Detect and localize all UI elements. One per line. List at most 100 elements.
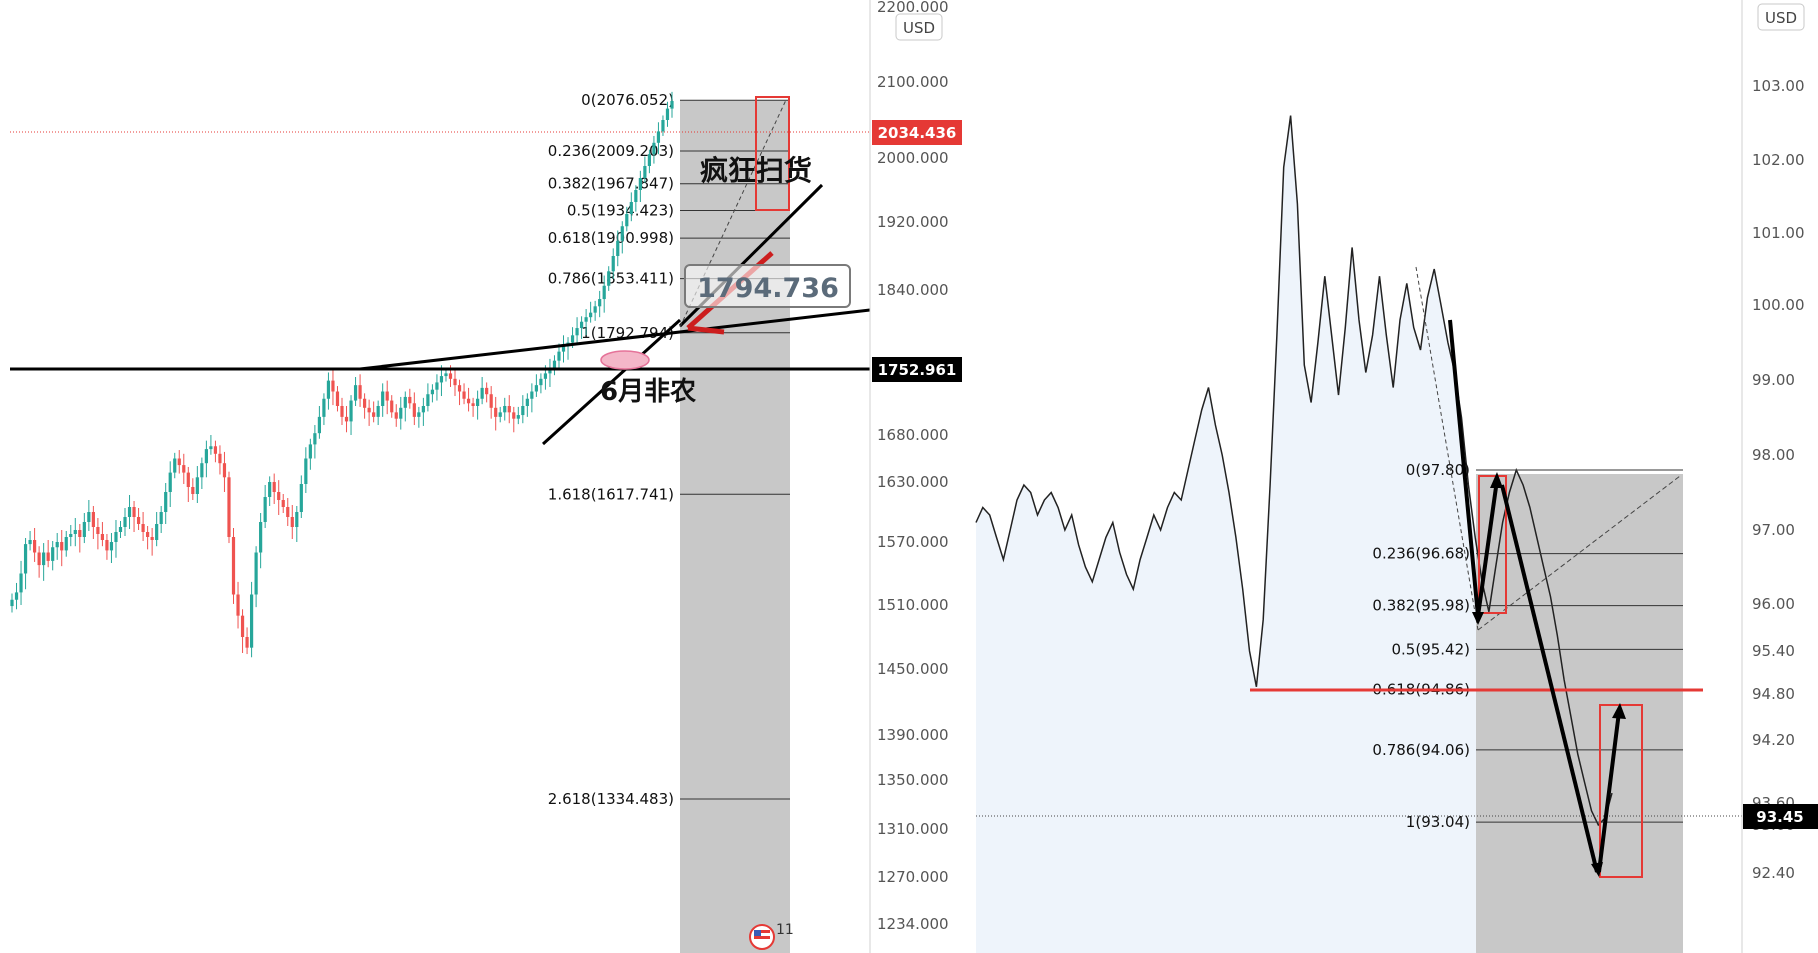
left-axis-tick-label: 2100.000 xyxy=(877,73,949,91)
left-candle-body xyxy=(638,178,642,190)
left-fib-label: 0.382(1967.847) xyxy=(548,175,674,193)
left-level-value: 1752.961 xyxy=(878,361,957,379)
left-candle-body xyxy=(118,527,123,532)
left-candle-body xyxy=(353,385,358,401)
left-candle-body xyxy=(272,482,276,492)
left-candle-body xyxy=(503,406,507,413)
left-candle-body xyxy=(209,446,213,450)
right-fib-diagonal-2 xyxy=(1415,266,1479,631)
right-usd-badge[interactable] xyxy=(1757,3,1805,31)
left-candle-body xyxy=(313,433,317,445)
left-price-box-text: 1794.736 xyxy=(697,273,839,304)
left-candle-body xyxy=(652,142,656,155)
left-event-badge-number: 11 xyxy=(776,922,794,938)
left-candle-body xyxy=(448,373,453,379)
left-candle-body xyxy=(358,385,362,399)
left-candle-body xyxy=(598,299,602,307)
left-candle-body xyxy=(584,317,588,322)
us-flag-icon-canton xyxy=(754,930,761,936)
left-candle-body xyxy=(480,387,484,399)
left-candle-body xyxy=(498,412,502,417)
left-candle-body xyxy=(286,507,290,517)
left-candle-body xyxy=(516,415,520,419)
left-candle-body xyxy=(494,407,498,417)
left-axis-tick-label: 1270.000 xyxy=(877,868,949,886)
right-fib-label: 0(97.80) xyxy=(1406,461,1470,479)
left-chart: 0(2076.052) 0.236(2009.203) 0.382(1967.847… xyxy=(10,0,962,953)
left-axis-tick-label: 1510.000 xyxy=(877,596,949,614)
left-candle-body xyxy=(331,380,335,392)
left-candle-body xyxy=(426,394,430,406)
right-axis-tick-label: 96.00 xyxy=(1752,595,1795,613)
left-candle-body xyxy=(173,458,177,473)
left-axis-tick-label: 2000.000 xyxy=(877,149,949,167)
left-axis-tick-label: 1390.000 xyxy=(877,726,949,744)
left-candle-body xyxy=(647,154,651,166)
right-chart: 0(97.80) 0.236(96.68) 0.382(95.98) 0.5(95.4… xyxy=(975,0,1818,953)
left-candle-body xyxy=(399,407,403,419)
left-usd-badge[interactable] xyxy=(895,13,943,41)
left-axis-tick-label: 1234.000 xyxy=(877,915,949,933)
left-candle-body xyxy=(14,592,19,600)
left-candle-body xyxy=(23,544,28,574)
left-candle-body xyxy=(195,477,199,494)
left-candle-body xyxy=(408,396,412,404)
right-axis-tick-label: 94.80 xyxy=(1752,685,1795,703)
left-candle-body xyxy=(100,534,105,540)
left-candle-body xyxy=(575,328,579,336)
right-fib-zone xyxy=(1476,474,1683,953)
left-candle-body xyxy=(457,385,462,392)
left-candle-body xyxy=(335,391,340,406)
left-axis-tick-label: 1840.000 xyxy=(877,281,949,299)
right-axis-tick-label: 98.00 xyxy=(1752,446,1795,464)
left-candle-body xyxy=(304,458,308,484)
left-candle-body xyxy=(394,412,398,419)
left-candle-body xyxy=(589,312,593,318)
left-candle-body xyxy=(268,482,272,497)
left-candle-body xyxy=(485,387,489,395)
right-fib-diagonal xyxy=(1477,475,1681,631)
left-fib-label: 0.786(1853.411) xyxy=(548,270,674,288)
right-red-box-lower xyxy=(1599,704,1643,878)
left-candle-body xyxy=(64,537,68,551)
right-red-box-upper xyxy=(1478,475,1507,614)
left-candle-body xyxy=(299,484,303,512)
left-candle-body xyxy=(82,522,86,537)
left-candle-body xyxy=(123,517,127,527)
chart-gutter xyxy=(962,0,976,953)
right-axis-tick-label: 103.00 xyxy=(1752,77,1805,95)
left-frenzy-text: 疯狂扫货 xyxy=(700,154,812,187)
left-candle-body xyxy=(114,532,118,542)
left-candle-body xyxy=(109,542,114,551)
left-candle-body xyxy=(616,240,620,256)
left-candle-body xyxy=(376,406,380,417)
left-candle-body xyxy=(421,406,425,413)
left-candle-body xyxy=(263,497,267,522)
left-candle-body xyxy=(607,271,611,286)
left-fib-label: 0.5(1934.423) xyxy=(567,201,674,219)
left-candle-body xyxy=(570,335,575,343)
left-candle-body xyxy=(381,391,385,406)
left-candle-body xyxy=(218,453,222,464)
left-candle-body xyxy=(471,403,475,406)
left-current-price-badge xyxy=(872,120,962,145)
right-fib-label: 0.5(95.42) xyxy=(1391,640,1470,658)
left-candle-body xyxy=(543,373,548,379)
right-axis-ticks: 103.00 102.00 101.00 100.00 99.00 98.00 97.00 9… xyxy=(1752,77,1805,882)
left-candle-body xyxy=(602,285,606,300)
left-candle-body xyxy=(512,412,516,419)
left-fib-label: 2.618(1334.483) xyxy=(548,790,674,808)
left-usd-label: USD xyxy=(903,19,935,37)
right-usd-label: USD xyxy=(1765,9,1797,27)
left-candle-body xyxy=(317,416,321,434)
left-candle-body xyxy=(96,527,100,534)
left-candle-body xyxy=(629,202,633,214)
right-black-arrows xyxy=(1448,319,1626,877)
left-candle-body xyxy=(78,530,82,537)
left-candle-body xyxy=(439,376,444,383)
left-candle-body xyxy=(403,396,407,408)
right-fib-label: 0.236(96.68) xyxy=(1372,545,1470,563)
left-candle-body xyxy=(227,477,231,537)
right-axis-tick-label: 100.00 xyxy=(1752,296,1805,314)
left-candle-body xyxy=(656,131,661,143)
